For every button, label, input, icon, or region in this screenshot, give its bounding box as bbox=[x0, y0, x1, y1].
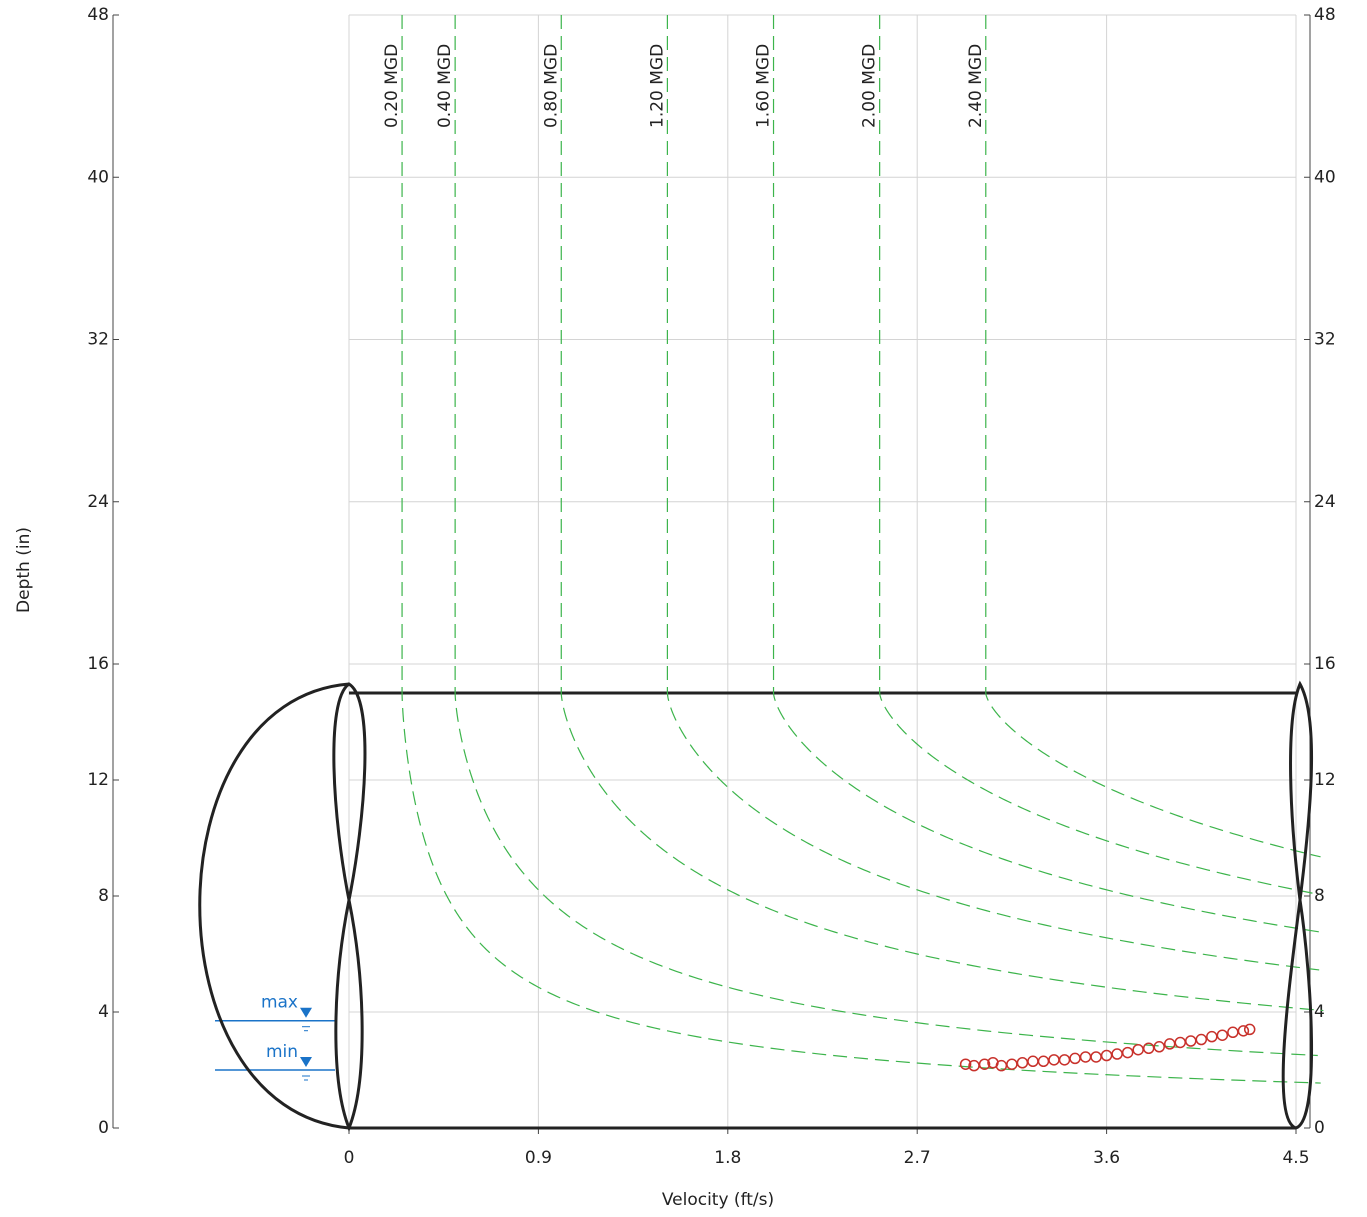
flow-line bbox=[666, 15, 1320, 971]
data-point bbox=[1048, 1054, 1060, 1066]
y-tick-label: 0 bbox=[98, 1118, 109, 1138]
data-point bbox=[1237, 1025, 1250, 1037]
x-tick-label: 3.6 bbox=[1093, 1148, 1120, 1168]
data-point bbox=[1163, 1038, 1176, 1050]
x-tick-label: 1.8 bbox=[714, 1148, 741, 1168]
y2-tick-label: 4 bbox=[1314, 1002, 1325, 1022]
flow-line bbox=[985, 15, 1321, 858]
data-point bbox=[978, 1058, 991, 1070]
data-point bbox=[1216, 1029, 1229, 1041]
data-point bbox=[1132, 1043, 1144, 1056]
data-point bbox=[1153, 1041, 1165, 1053]
x-axis-label: Velocity (ft/s) bbox=[662, 1190, 774, 1210]
profile-right bbox=[1281, 680, 1314, 1130]
data-point bbox=[959, 1058, 972, 1070]
y2-tick-label: 16 bbox=[1314, 654, 1336, 674]
data-point bbox=[1037, 1055, 1050, 1068]
flow-line bbox=[401, 15, 1321, 1084]
y2-tick-label: 32 bbox=[1314, 330, 1336, 350]
y2-tick-label: 48 bbox=[1314, 5, 1336, 25]
y2-tick-label: 0 bbox=[1314, 1118, 1325, 1138]
data-point bbox=[1016, 1057, 1029, 1069]
pipe-cross-section bbox=[198, 682, 350, 1130]
level-label: min bbox=[266, 1042, 298, 1062]
flow-line-label: 0.40 MGD bbox=[435, 44, 455, 128]
data-point bbox=[1227, 1026, 1239, 1039]
y2-tick-label: 24 bbox=[1314, 492, 1336, 512]
y2-tick-label: 12 bbox=[1314, 770, 1336, 790]
y-tick-label: 16 bbox=[87, 654, 109, 674]
flow-line-label: 1.60 MGD bbox=[754, 44, 774, 128]
flow-line-label: 0.20 MGD bbox=[382, 44, 402, 128]
level-label: max bbox=[261, 993, 298, 1013]
y2-tick-label: 8 bbox=[1314, 886, 1325, 906]
y-tick-label: 48 bbox=[87, 5, 109, 25]
x-tick-label: 0.9 bbox=[525, 1148, 552, 1168]
level-marker bbox=[300, 1007, 312, 1018]
data-point bbox=[1079, 1051, 1092, 1063]
x-tick-label: 2.7 bbox=[904, 1148, 931, 1168]
y-tick-label: 40 bbox=[87, 167, 109, 187]
y-tick-label: 24 bbox=[87, 492, 109, 512]
flow-line-label: 2.40 MGD bbox=[966, 44, 986, 128]
data-point bbox=[1195, 1033, 1208, 1046]
flow-line bbox=[454, 15, 1318, 1057]
data-point bbox=[1069, 1052, 1081, 1065]
data-point bbox=[1006, 1058, 1018, 1070]
flow-line bbox=[879, 15, 1320, 896]
y-axis-label: Depth (in) bbox=[14, 527, 34, 613]
flow-line bbox=[560, 15, 1324, 1012]
level-marker bbox=[300, 1057, 312, 1067]
y-tick-label: 12 bbox=[87, 770, 109, 790]
data-point bbox=[1058, 1054, 1071, 1066]
data-point bbox=[1206, 1030, 1218, 1043]
data-point bbox=[1090, 1051, 1102, 1063]
data-point bbox=[1027, 1055, 1039, 1068]
data-point bbox=[1174, 1036, 1187, 1049]
y2-tick-label: 40 bbox=[1314, 167, 1336, 187]
data-point bbox=[1111, 1048, 1123, 1060]
profile-left bbox=[332, 682, 367, 1133]
flow-line-label: 1.20 MGD bbox=[647, 44, 667, 128]
data-point bbox=[1185, 1035, 1197, 1047]
flow-line-label: 2.00 MGD bbox=[860, 44, 880, 128]
flow-line bbox=[772, 15, 1322, 933]
x-tick-label: 0 bbox=[344, 1148, 355, 1168]
grid bbox=[348, 14, 1297, 1129]
data-point bbox=[1243, 1023, 1256, 1036]
y-tick-label: 32 bbox=[87, 330, 109, 350]
flow-line-label: 0.80 MGD bbox=[541, 44, 561, 128]
x-tick-label: 4.5 bbox=[1282, 1148, 1309, 1168]
y-tick-label: 8 bbox=[98, 886, 109, 906]
pipe-shape bbox=[198, 680, 1314, 1133]
data-point bbox=[1121, 1046, 1134, 1059]
y-tick-label: 4 bbox=[98, 1002, 109, 1022]
